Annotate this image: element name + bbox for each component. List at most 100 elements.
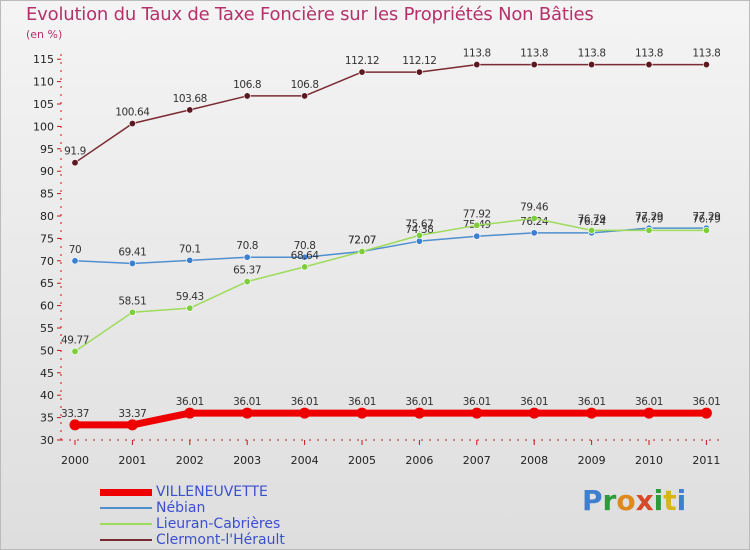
x-tick-label: 2005 <box>348 454 376 467</box>
y-tick-label: 65 <box>40 277 54 290</box>
data-point-lieuran-cabri-res <box>702 226 710 234</box>
data-point-villeneuvette <box>528 407 540 419</box>
data-label-villeneuvette: 36.01 <box>405 396 433 408</box>
data-point-clermont-l-h-rault <box>186 106 194 114</box>
y-tick-label: 80 <box>40 210 54 223</box>
data-label-n-bian: 76.24 <box>578 216 607 228</box>
logo-letter: o <box>616 484 636 517</box>
data-point-clermont-l-h-rault <box>473 61 481 69</box>
data-label-villeneuvette: 36.01 <box>520 396 548 408</box>
data-label-villeneuvette: 36.01 <box>578 396 606 408</box>
data-label-clermont-l-h-rault: 113.8 <box>578 48 606 60</box>
y-tick-label: 35 <box>40 412 54 425</box>
y-tick-label: 30 <box>40 434 54 447</box>
data-point-lieuran-cabri-res <box>186 304 194 312</box>
unit-label: (en %) <box>26 28 63 41</box>
data-point-villeneuvette <box>586 407 598 419</box>
x-tick-label: 2006 <box>405 454 433 467</box>
data-label-n-bian: 70.8 <box>236 240 258 252</box>
series-line-n-bian <box>74 227 708 265</box>
x-tick-label: 2010 <box>635 454 663 467</box>
data-label-n-bian: 72.07 <box>348 235 376 247</box>
series-line-lieuran-cabri-res <box>74 217 708 353</box>
data-point-n-bian <box>473 232 481 240</box>
data-point-lieuran-cabri-res <box>530 214 538 222</box>
data-label-lieuran-cabri-res: 72.07 <box>348 235 376 247</box>
data-point-clermont-l-h-rault <box>530 61 538 69</box>
data-label-n-bian: 77.29 <box>635 211 663 223</box>
data-label-villeneuvette: 36.01 <box>463 396 491 408</box>
y-tick-label: 85 <box>40 188 54 201</box>
logo-letter: r <box>602 484 617 517</box>
data-label-villeneuvette: 33.37 <box>61 408 89 420</box>
proxiti-logo: Proxiti <box>582 484 686 517</box>
data-point-clermont-l-h-rault <box>243 92 251 100</box>
data-point-villeneuvette <box>413 407 425 419</box>
y-tick-label: 115 <box>33 53 54 66</box>
data-label-lieuran-cabri-res: 79.46 <box>520 201 549 213</box>
data-point-n-bian <box>243 253 251 261</box>
data-label-clermont-l-h-rault: 113.8 <box>463 48 491 60</box>
data-label-lieuran-cabri-res: 58.51 <box>118 295 146 307</box>
y-tick-label: 45 <box>40 367 54 380</box>
data-label-clermont-l-h-rault: 112.12 <box>402 55 436 67</box>
y-tick-label: 90 <box>40 165 54 178</box>
data-label-lieuran-cabri-res: 76.79 <box>578 213 606 225</box>
data-label-clermont-l-h-rault: 106.8 <box>291 79 319 91</box>
y-tick-label: 60 <box>40 300 54 313</box>
series-line-villeneuvette <box>71 409 710 429</box>
y-tick-label: 50 <box>40 344 54 357</box>
x-tick-label: 2011 <box>692 454 720 467</box>
data-label-lieuran-cabri-res: 76.79 <box>635 213 663 225</box>
data-point-villeneuvette <box>184 407 196 419</box>
data-point-clermont-l-h-rault <box>415 68 423 76</box>
data-label-clermont-l-h-rault: 113.8 <box>692 48 720 60</box>
data-point-villeneuvette <box>643 407 655 419</box>
data-label-n-bian: 69.41 <box>118 246 146 258</box>
data-point-n-bian <box>71 257 79 265</box>
legend-label: Lieuran-Cabrières <box>156 516 281 532</box>
legend-swatch <box>100 539 152 541</box>
y-tick-label: 110 <box>33 76 54 89</box>
data-point-villeneuvette <box>471 407 483 419</box>
legend-label: Clermont-l'Hérault <box>156 532 285 548</box>
data-point-n-bian <box>415 237 423 245</box>
data-label-clermont-l-h-rault: 113.8 <box>635 48 663 60</box>
data-label-villeneuvette: 36.01 <box>291 396 319 408</box>
x-tick-label: 2008 <box>520 454 548 467</box>
data-point-n-bian <box>301 253 309 261</box>
legend-swatch <box>100 507 152 509</box>
data-point-n-bian <box>530 229 538 237</box>
data-point-n-bian <box>128 259 136 267</box>
data-point-villeneuvette <box>241 407 253 419</box>
series-line-clermont-l-h-rault <box>74 63 708 164</box>
data-label-villeneuvette: 36.01 <box>176 396 204 408</box>
data-label-lieuran-cabri-res: 68.64 <box>291 250 320 262</box>
data-point-villeneuvette <box>126 419 138 431</box>
data-point-n-bian <box>186 256 194 264</box>
logo-letter: x <box>635 484 654 517</box>
data-label-clermont-l-h-rault: 91.9 <box>64 146 86 158</box>
y-tick-label: 75 <box>40 232 54 245</box>
legend-label: VILLENEUVETTE <box>156 484 268 500</box>
data-point-clermont-l-h-rault <box>128 120 136 128</box>
x-tick-label: 2007 <box>463 454 491 467</box>
data-label-clermont-l-h-rault: 103.68 <box>173 93 207 105</box>
data-point-lieuran-cabri-res <box>415 231 423 239</box>
x-tick-label: 2009 <box>578 454 606 467</box>
data-label-n-bian: 70.8 <box>294 240 316 252</box>
data-point-clermont-l-h-rault <box>645 61 653 69</box>
data-point-lieuran-cabri-res <box>473 221 481 229</box>
x-tick-label: 2004 <box>291 454 319 467</box>
data-point-villeneuvette <box>700 407 712 419</box>
y-tick-label: 100 <box>33 120 54 133</box>
logo-letter: t <box>663 484 677 517</box>
data-point-lieuran-cabri-res <box>128 308 136 316</box>
data-label-lieuran-cabri-res: 65.37 <box>233 265 261 277</box>
y-tick-label: 55 <box>40 322 54 335</box>
chart-title: Evolution du Taux de Taxe Foncière sur l… <box>26 4 594 25</box>
x-tick-label: 2000 <box>61 454 89 467</box>
data-label-clermont-l-h-rault: 112.12 <box>345 55 379 67</box>
data-point-lieuran-cabri-res <box>358 248 366 256</box>
